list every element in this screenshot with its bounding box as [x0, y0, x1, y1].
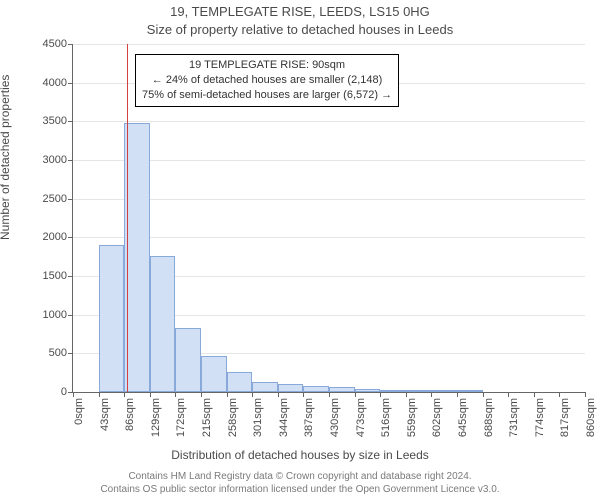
x-tick-mark: [457, 392, 458, 397]
annotation-line: ← 24% of detached houses are smaller (2,…: [142, 73, 392, 88]
gridline: [73, 44, 585, 45]
y-tick-mark: [68, 160, 73, 161]
x-tick-mark: [73, 392, 74, 397]
x-tick-mark: [252, 392, 253, 397]
x-tick-mark: [201, 392, 202, 397]
gridline: [73, 160, 585, 161]
histogram-bar: [329, 387, 355, 392]
histogram-bar: [99, 245, 125, 392]
y-tick-mark: [68, 199, 73, 200]
x-tick-mark: [380, 392, 381, 397]
y-tick-mark: [68, 44, 73, 45]
x-tick-mark: [508, 392, 509, 397]
chart-container: 19, TEMPLEGATE RISE, LEEDS, LS15 0HG Siz…: [0, 0, 600, 500]
x-tick-mark: [355, 392, 356, 397]
x-tick-mark: [585, 392, 586, 397]
y-tick-mark: [68, 315, 73, 316]
y-tick-label: 1000: [43, 309, 67, 321]
histogram-bar: [150, 256, 176, 392]
x-tick-label: 817sqm: [559, 398, 571, 437]
footer-line-1: Contains HM Land Registry data © Crown c…: [0, 470, 600, 483]
histogram-bar: [380, 390, 406, 392]
histogram-bar: [355, 389, 381, 392]
y-tick-mark: [68, 237, 73, 238]
x-tick-label: 860sqm: [585, 398, 597, 437]
y-tick-label: 0: [61, 386, 67, 398]
title-line-2: Size of property relative to detached ho…: [0, 22, 600, 37]
x-tick-label: 516sqm: [380, 398, 392, 437]
x-tick-label: 129sqm: [150, 398, 162, 437]
annotation-box: 19 TEMPLEGATE RISE: 90sqm← 24% of detach…: [135, 54, 399, 107]
x-tick-label: 559sqm: [406, 398, 418, 437]
x-tick-mark: [329, 392, 330, 397]
y-axis-label: Number of detached properties: [0, 228, 12, 240]
x-tick-label: 0sqm: [73, 398, 85, 425]
x-tick-label: 258sqm: [227, 398, 239, 437]
x-tick-mark: [278, 392, 279, 397]
histogram-bar: [175, 328, 201, 392]
x-tick-mark: [406, 392, 407, 397]
x-tick-label: 473sqm: [355, 398, 367, 437]
gridline: [73, 121, 585, 122]
histogram-bar: [278, 384, 304, 392]
y-tick-label: 3500: [43, 115, 67, 127]
x-tick-mark: [175, 392, 176, 397]
x-tick-label: 344sqm: [278, 398, 290, 437]
x-tick-mark: [124, 392, 125, 397]
y-tick-label: 1500: [43, 270, 67, 282]
plot-area: 0500100015002000250030003500400045000sqm…: [72, 44, 585, 393]
x-tick-label: 645sqm: [457, 398, 469, 437]
histogram-bar: [124, 123, 150, 392]
y-tick-label: 4000: [43, 77, 67, 89]
x-tick-label: 86sqm: [124, 398, 136, 431]
x-axis-label: Distribution of detached houses by size …: [0, 448, 600, 462]
x-tick-mark: [534, 392, 535, 397]
x-tick-mark: [431, 392, 432, 397]
reference-line: [127, 44, 128, 392]
x-tick-label: 215sqm: [201, 398, 213, 437]
annotation-line: 75% of semi-detached houses are larger (…: [142, 88, 392, 103]
x-tick-mark: [483, 392, 484, 397]
x-tick-label: 430sqm: [329, 398, 341, 437]
histogram-bar: [406, 390, 432, 392]
x-tick-mark: [99, 392, 100, 397]
gridline: [73, 199, 585, 200]
x-tick-mark: [303, 392, 304, 397]
footer-line-2: Contains OS public sector information li…: [0, 483, 600, 496]
x-tick-label: 688sqm: [483, 398, 495, 437]
x-tick-label: 774sqm: [534, 398, 546, 437]
y-tick-mark: [68, 353, 73, 354]
footer-credits: Contains HM Land Registry data © Crown c…: [0, 470, 600, 496]
histogram-bar: [252, 382, 278, 392]
title-line-1: 19, TEMPLEGATE RISE, LEEDS, LS15 0HG: [0, 4, 600, 19]
x-tick-mark: [227, 392, 228, 397]
x-tick-label: 172sqm: [175, 398, 187, 437]
y-tick-mark: [68, 83, 73, 84]
histogram-bar: [303, 386, 329, 392]
histogram-bar: [227, 372, 253, 392]
y-tick-label: 4500: [43, 38, 67, 50]
x-tick-label: 301sqm: [252, 398, 264, 437]
gridline: [73, 237, 585, 238]
x-tick-mark: [559, 392, 560, 397]
y-tick-label: 2000: [43, 231, 67, 243]
x-tick-label: 43sqm: [99, 398, 111, 431]
y-tick-label: 3000: [43, 154, 67, 166]
histogram-bar: [457, 390, 483, 392]
annotation-line: 19 TEMPLEGATE RISE: 90sqm: [142, 58, 392, 73]
y-tick-mark: [68, 121, 73, 122]
x-tick-label: 387sqm: [303, 398, 315, 437]
histogram-bar: [431, 390, 457, 392]
y-tick-mark: [68, 276, 73, 277]
x-tick-label: 602sqm: [431, 398, 443, 437]
histogram-bar: [201, 356, 227, 392]
y-tick-label: 2500: [43, 193, 67, 205]
x-tick-label: 731sqm: [508, 398, 520, 437]
y-tick-label: 500: [49, 347, 67, 359]
x-tick-mark: [150, 392, 151, 397]
